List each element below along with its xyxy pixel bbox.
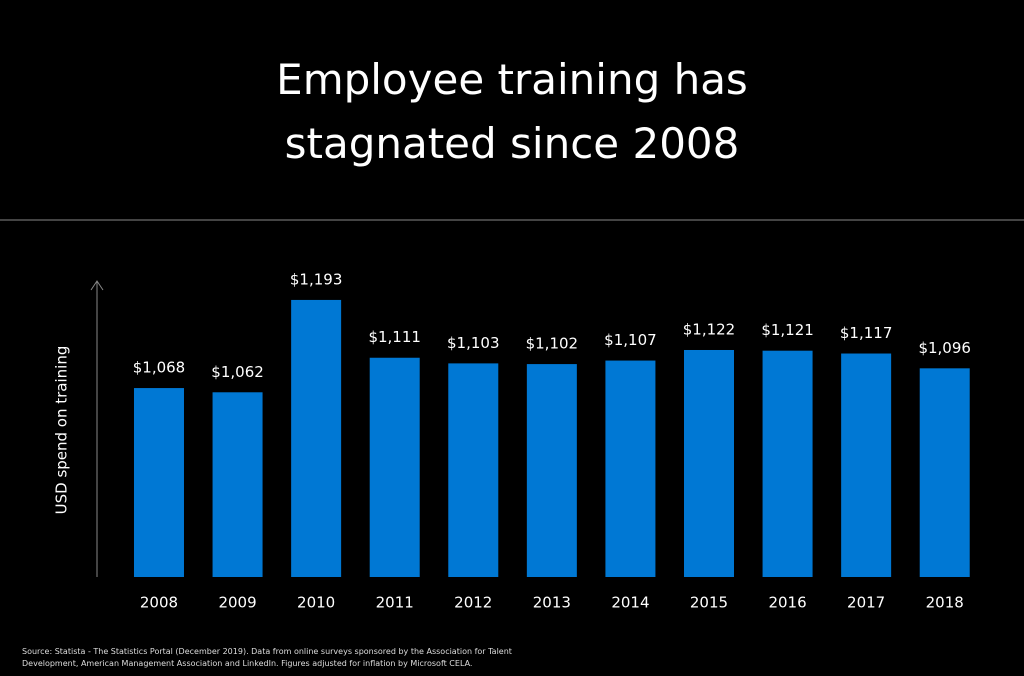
value-label: $1,122 xyxy=(683,320,736,338)
x-tick-label: 2012 xyxy=(454,594,492,612)
value-label: $1,193 xyxy=(290,270,343,288)
value-label: $1,117 xyxy=(840,324,893,342)
x-tick-label: 2017 xyxy=(847,594,885,612)
x-tick-label: 2011 xyxy=(376,594,414,612)
bar xyxy=(919,368,970,577)
bar xyxy=(369,357,420,577)
bar xyxy=(212,392,263,577)
bar xyxy=(841,353,892,577)
bar xyxy=(683,349,734,577)
value-label: $1,068 xyxy=(133,359,186,377)
bar xyxy=(291,299,342,577)
x-tick-label: 2008 xyxy=(140,594,178,612)
x-tick-label: 2018 xyxy=(926,594,964,612)
x-tick-label: 2009 xyxy=(218,594,256,612)
x-tick-label: 2010 xyxy=(297,594,335,612)
bar xyxy=(762,350,813,577)
value-label: $1,107 xyxy=(604,331,657,349)
arrow-head xyxy=(90,280,104,291)
value-label: $1,103 xyxy=(447,334,500,352)
y-axis-label: USD spend on training xyxy=(53,346,71,515)
value-label: $1,096 xyxy=(918,339,971,357)
bar xyxy=(605,360,656,577)
bar xyxy=(133,388,184,577)
x-tick-label: 2014 xyxy=(611,594,649,612)
value-label: $1,062 xyxy=(211,363,264,381)
x-tick-label: 2015 xyxy=(690,594,728,612)
x-tick-label: 2016 xyxy=(768,594,806,612)
value-label: $1,111 xyxy=(368,328,421,346)
x-tick-label: 2013 xyxy=(533,594,571,612)
bar xyxy=(526,364,577,577)
source-note: Source: Statista - The Statistics Portal… xyxy=(22,647,512,668)
value-label: $1,102 xyxy=(526,335,579,353)
value-label: $1,121 xyxy=(761,321,814,339)
chart-title: Employee training has stagnated since 20… xyxy=(276,55,748,168)
bar xyxy=(448,363,499,577)
